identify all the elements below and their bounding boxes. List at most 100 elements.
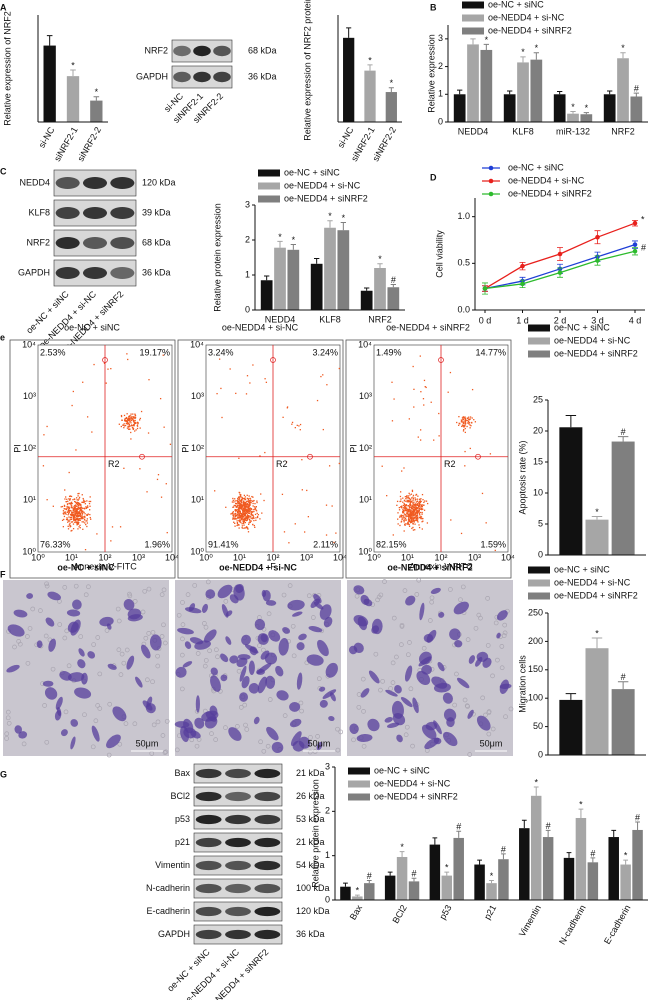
flow-event [474, 421, 477, 423]
flow-event [85, 507, 87, 510]
flow-event [407, 501, 409, 503]
stained-cell [313, 601, 324, 610]
flow-event [244, 512, 246, 514]
flow-event [239, 516, 241, 518]
flow-event [81, 507, 83, 509]
pore [238, 704, 244, 710]
pore [106, 752, 112, 758]
flow-event [406, 500, 408, 503]
pore [83, 592, 89, 598]
flow-event [409, 517, 412, 520]
flow-event [241, 513, 243, 515]
stained-cell [296, 672, 303, 690]
flow-event [469, 447, 471, 450]
flow-event [77, 493, 79, 495]
panel-label: B [430, 2, 437, 12]
flow-event [244, 509, 246, 512]
stained-cell [257, 676, 268, 694]
blot-band [193, 71, 211, 83]
flow-event [403, 517, 406, 519]
significance-mark: * [624, 850, 628, 860]
flow-event [464, 419, 466, 421]
flow-event [259, 518, 261, 520]
legend-label: oe-NEDD4 + si-NC [374, 778, 451, 788]
flow-event [69, 524, 71, 526]
flow-event [128, 417, 130, 420]
flow-event [244, 505, 246, 507]
blot-band [195, 791, 222, 802]
stained-cell [423, 633, 434, 643]
flow-event [139, 417, 142, 420]
flow-event [397, 518, 399, 520]
pore [235, 724, 240, 729]
flow-event [402, 507, 405, 509]
flow-event [235, 392, 237, 395]
flow-event [242, 502, 245, 504]
legend-label: oe-NEDD4 + siNRF2 [374, 791, 458, 801]
flow-event [120, 425, 122, 428]
flow-event [136, 427, 139, 430]
stained-cell [106, 623, 112, 630]
pore [261, 647, 266, 653]
flow-event [238, 457, 240, 459]
flow-event [134, 430, 136, 432]
pore [502, 622, 508, 628]
flow-event [423, 504, 425, 506]
flow-event [422, 508, 424, 510]
pore [223, 598, 229, 604]
flow-event [250, 512, 252, 515]
flow-x-decade: 10⁴ [501, 552, 515, 562]
bar [324, 227, 336, 310]
flow-event [64, 508, 66, 510]
pore [107, 701, 113, 707]
flow-event [255, 509, 257, 511]
scale-label: 50μm [136, 738, 159, 748]
blot-protein: GAPDH [136, 71, 168, 81]
stained-cell [356, 734, 373, 742]
pore [143, 635, 149, 641]
bar [441, 875, 453, 900]
x-tick-label: NRF2 [368, 314, 392, 324]
flow-event [402, 497, 404, 499]
stained-cell [282, 627, 291, 634]
blot-protein: NRF2 [26, 237, 50, 247]
flow-event [414, 504, 416, 507]
flow-event [218, 358, 221, 360]
flow-event [79, 513, 81, 515]
flow-event [84, 508, 86, 510]
flow-event [448, 462, 450, 464]
flow-event [105, 382, 107, 384]
flow-event [74, 506, 77, 508]
stained-cell [368, 670, 380, 684]
flow-event [469, 416, 472, 418]
stained-cell [59, 671, 72, 681]
flow-event [250, 502, 252, 504]
panel-label: C [0, 166, 7, 176]
flow-event [244, 504, 246, 507]
flow-event [420, 391, 422, 393]
error-bar [388, 87, 394, 93]
flow-event [81, 512, 83, 514]
flow-event [66, 511, 69, 513]
flow-event [89, 509, 91, 511]
flow-event [248, 500, 251, 502]
blot-band [195, 814, 222, 825]
flow-event [70, 516, 72, 519]
blot-band [82, 267, 108, 279]
stained-cell [412, 697, 419, 714]
flow-event [244, 513, 246, 515]
flow-event [403, 513, 406, 515]
legend-swatch [528, 566, 550, 574]
pore [429, 599, 435, 605]
flow-event [249, 502, 251, 504]
flow-event [241, 515, 243, 517]
stained-cell [195, 695, 200, 713]
significance-mark: # [456, 822, 461, 832]
flow-event [103, 362, 106, 364]
flow-event [415, 508, 417, 510]
stained-cell [14, 725, 23, 734]
stained-cell [248, 660, 255, 676]
stained-cell [290, 731, 302, 747]
flow-event [405, 515, 407, 518]
flow-event [462, 425, 464, 427]
